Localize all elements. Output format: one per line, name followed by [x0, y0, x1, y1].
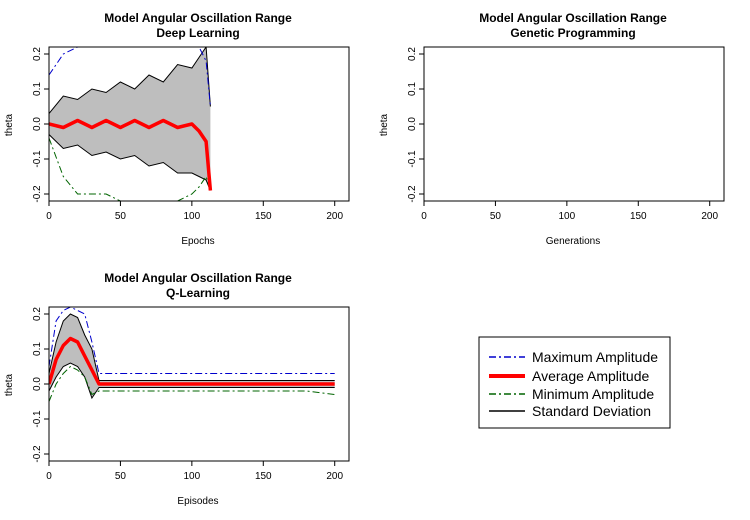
- series-maximum-line: [49, 307, 335, 374]
- x-tick-label: 100: [184, 211, 201, 222]
- x-tick-label: 0: [46, 211, 52, 222]
- chart-subtitle: Genetic Programming: [510, 26, 635, 40]
- chart-subtitle: Deep Learning: [156, 26, 239, 40]
- chart-panel-deep-learning: Model Angular Oscillation Range Deep Lea…: [4, 11, 350, 247]
- std-lower-line: [49, 362, 335, 400]
- y-tick-label: 0.1: [32, 82, 43, 96]
- std-upper-line: [49, 47, 211, 114]
- chart-subtitle: Q-Learning: [166, 286, 230, 300]
- plot-data: [49, 307, 335, 402]
- std-upper-line: [49, 313, 335, 381]
- legend-label-maximum: Maximum Amplitude: [532, 349, 658, 365]
- y-tick-label: -0.2: [32, 445, 43, 463]
- chart-panel-genetic-programming: Model Angular Oscillation Range Genetic …: [379, 11, 725, 247]
- x-tick-label: 100: [559, 211, 576, 222]
- y-axis-label: theta: [4, 113, 15, 136]
- chart-title: Model Angular Oscillation Range: [104, 271, 292, 285]
- legend-label-minimum: Minimum Amplitude: [532, 386, 654, 402]
- legend-label-std: Standard Deviation: [532, 403, 651, 419]
- y-tick-label: 0.0: [32, 117, 43, 131]
- x-axis-label: Episodes: [177, 496, 218, 507]
- x-tick-label: 200: [326, 211, 343, 222]
- y-tick-label: -0.2: [407, 185, 418, 203]
- x-axis-label: Generations: [546, 236, 600, 247]
- std-deviation-band: [49, 314, 335, 398]
- y-tick-label: 0.2: [32, 47, 43, 61]
- y-tick-label: 0.0: [407, 117, 418, 131]
- x-tick-label: 0: [421, 211, 427, 222]
- x-tick-label: 50: [115, 211, 127, 222]
- chart-legend: Maximum Amplitude Average Amplitude Mini…: [478, 336, 671, 429]
- y-axis-label: theta: [4, 373, 15, 396]
- y-tick-label: 0.2: [32, 307, 43, 321]
- y-axis-label: theta: [379, 113, 390, 136]
- legend-label-average: Average Amplitude: [532, 368, 649, 384]
- chart-panel-q-learning: Model Angular Oscillation Range Q-Learni…: [4, 271, 350, 507]
- x-tick-label: 0: [46, 471, 52, 482]
- series-minimum-line: [49, 365, 335, 402]
- y-tick-label: -0.1: [32, 150, 43, 168]
- x-axis-label: Epochs: [181, 236, 214, 247]
- x-tick-label: 200: [326, 471, 343, 482]
- chart-title: Model Angular Oscillation Range: [479, 11, 667, 25]
- x-tick-label: 150: [255, 471, 272, 482]
- x-tick-label: 50: [115, 471, 127, 482]
- y-tick-label: -0.1: [32, 410, 43, 428]
- x-tick-label: 150: [630, 211, 647, 222]
- chart-title: Model Angular Oscillation Range: [104, 11, 292, 25]
- std-lower-line: [49, 134, 211, 191]
- plot-frame: [423, 46, 725, 202]
- std-deviation-band: [49, 47, 211, 191]
- y-tick-label: 0.0: [32, 377, 43, 391]
- y-tick-label: 0.1: [32, 342, 43, 356]
- y-tick-label: 0.2: [407, 47, 418, 61]
- series-minimum-line: [49, 137, 211, 201]
- x-tick-label: 50: [490, 211, 502, 222]
- series-average-line: [49, 336, 335, 386]
- legend-box: [478, 336, 671, 429]
- x-tick-label: 100: [184, 471, 201, 482]
- x-tick-label: 150: [255, 211, 272, 222]
- plot-data: [49, 47, 213, 201]
- x-tick-label: 200: [701, 211, 718, 222]
- y-tick-label: -0.1: [407, 150, 418, 168]
- y-tick-label: -0.2: [32, 185, 43, 203]
- series-average-line: [49, 118, 213, 191]
- y-tick-label: 0.1: [407, 82, 418, 96]
